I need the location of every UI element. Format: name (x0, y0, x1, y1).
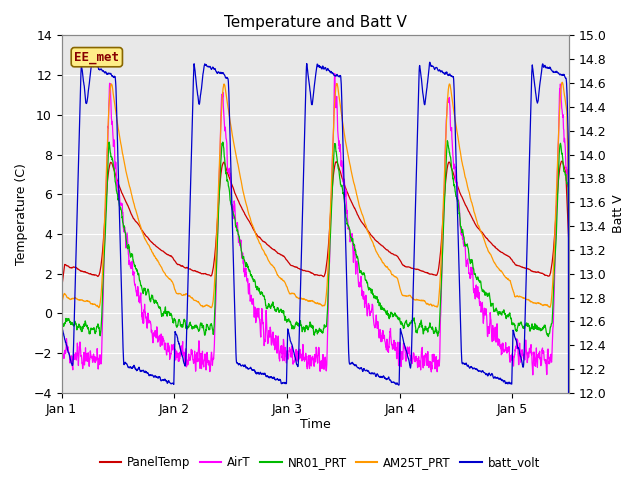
X-axis label: Time: Time (300, 419, 331, 432)
Y-axis label: Temperature (C): Temperature (C) (15, 163, 28, 265)
Text: EE_met: EE_met (74, 51, 119, 64)
Title: Temperature and Batt V: Temperature and Batt V (224, 15, 406, 30)
Y-axis label: Batt V: Batt V (612, 195, 625, 233)
Legend: PanelTemp, AirT, NR01_PRT, AM25T_PRT, batt_volt: PanelTemp, AirT, NR01_PRT, AM25T_PRT, ba… (95, 451, 545, 474)
